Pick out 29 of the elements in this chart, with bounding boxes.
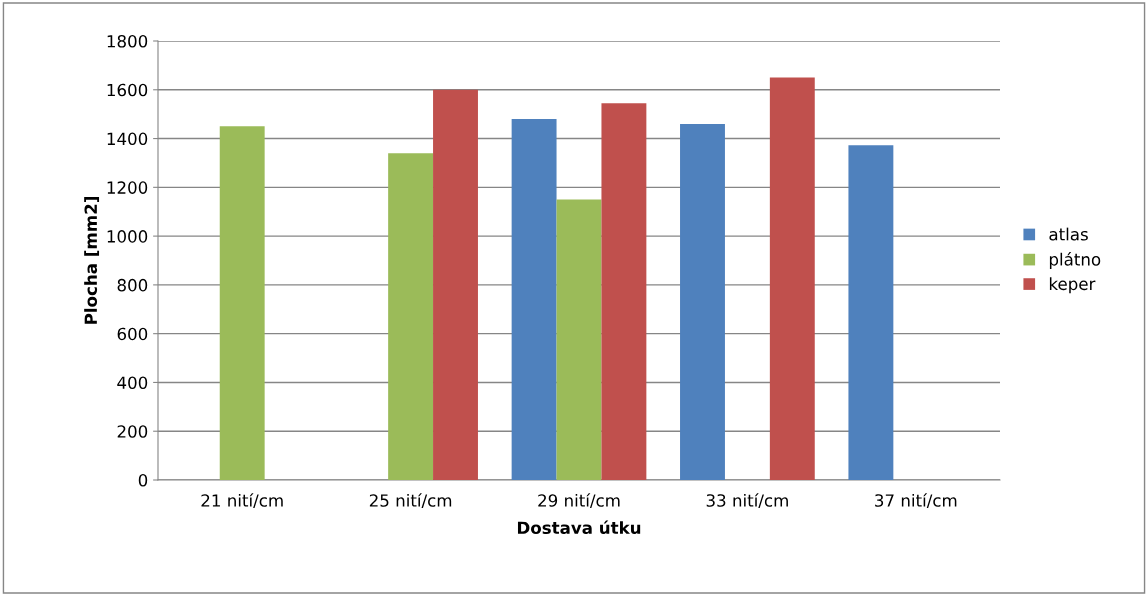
- y-axis-title: Plocha [mm2]: [84, 197, 100, 324]
- y-tick-label: 200: [117, 425, 148, 438]
- bar: [556, 199, 602, 480]
- legend-label: atlas: [1049, 227, 1088, 241]
- legend-label: plátno: [1049, 252, 1101, 269]
- bar: [219, 126, 265, 480]
- y-tick-label: 1400: [107, 132, 148, 146]
- y-tick-label: 400: [117, 376, 148, 390]
- x-tick-label: 25 nití/cm: [369, 493, 452, 509]
- bar: [433, 89, 478, 480]
- y-tick-label: 1000: [107, 230, 148, 243]
- y-tick-label: 1600: [107, 83, 148, 97]
- bar: [601, 103, 647, 480]
- bar: [680, 123, 725, 480]
- y-tick-label: 600: [117, 327, 148, 341]
- legend-label: keper: [1049, 277, 1096, 294]
- y-tick-label: 1200: [107, 181, 148, 194]
- y-tick-label: 800: [117, 278, 148, 292]
- y-tick-label: 1800: [107, 34, 148, 48]
- x-tick-label: 21 nití/cm: [201, 493, 283, 509]
- bar: [848, 145, 894, 480]
- bar: [511, 119, 557, 480]
- x-tick-label: 29 nití/cm: [538, 493, 620, 509]
- x-tick-label: 37 nití/cm: [875, 493, 957, 509]
- x-axis-title: Dostava útku: [517, 520, 641, 535]
- bar: [388, 153, 434, 480]
- y-tick-label: 0: [138, 473, 148, 487]
- bar: [769, 77, 815, 480]
- x-tick-label: 33 nití/cm: [706, 493, 788, 509]
